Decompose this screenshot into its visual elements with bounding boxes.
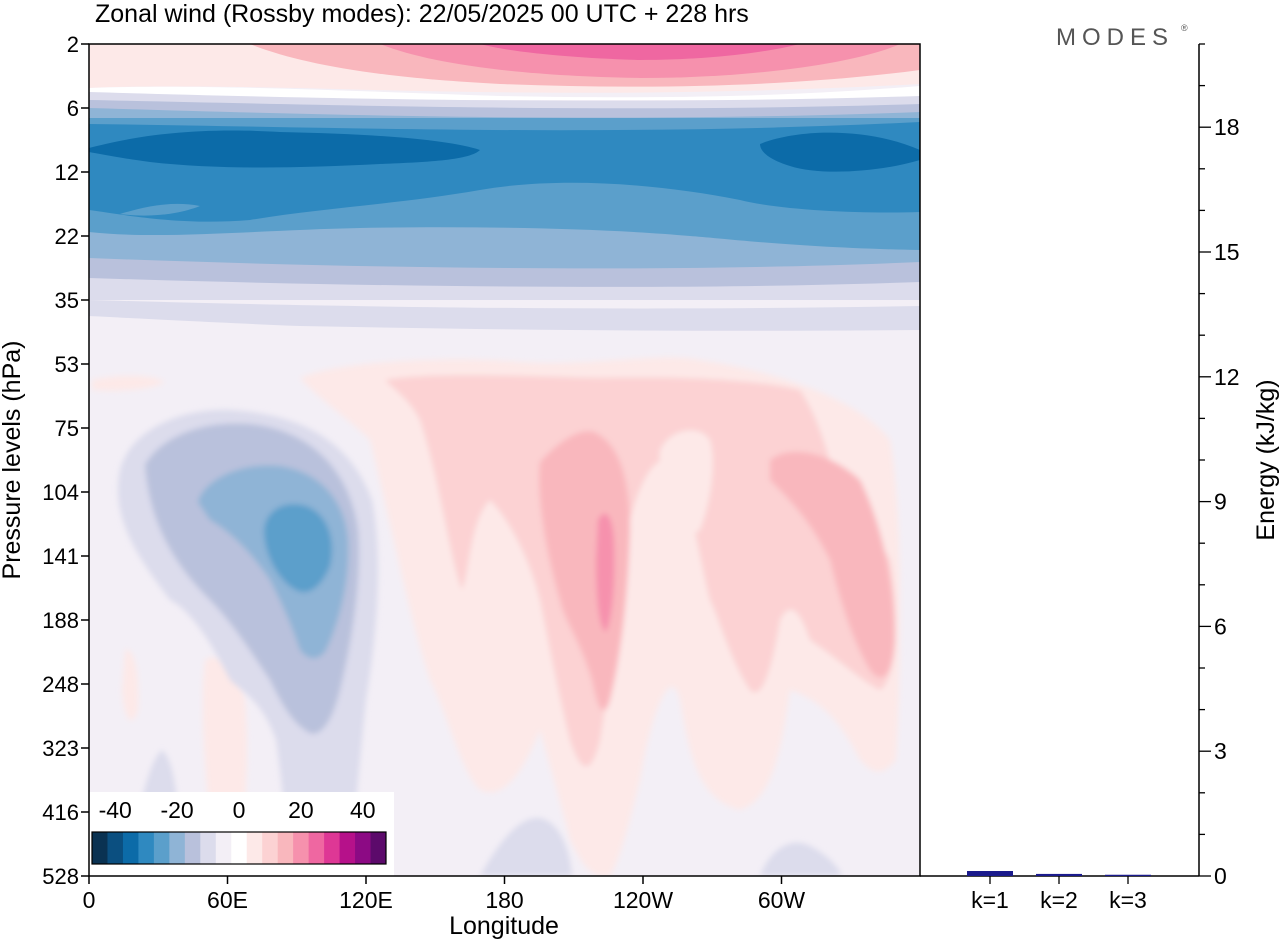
band-top-magenta	[380, 44, 900, 78]
colorbar-tick-label: -20	[160, 797, 193, 823]
energy-tick-label: 15	[1214, 239, 1240, 265]
band-top-deep	[480, 44, 800, 60]
neg-blob-60w	[760, 842, 842, 876]
bar-category-label: k=1	[971, 887, 1009, 913]
band-darkest-right	[760, 132, 920, 172]
y-tick-label: 141	[42, 544, 79, 569]
y-tick-label: 6	[67, 96, 79, 121]
colorbar-tick-label: 0	[233, 797, 246, 823]
troposphere-negative	[118, 409, 842, 876]
y-tick-label: 104	[42, 480, 79, 505]
x-tick-label: 0	[83, 887, 96, 913]
energy-tick-label: 12	[1214, 364, 1240, 390]
y-tick-label: 22	[55, 224, 79, 249]
y-tick-label: 12	[55, 160, 79, 185]
colorbar-swatch	[293, 832, 310, 864]
energy-bar	[1036, 873, 1082, 876]
energy-bar	[967, 871, 1013, 876]
energy-axis-label: Energy (kJ/kg)	[1252, 379, 1280, 540]
energy-bar	[1105, 874, 1151, 876]
colorbar-swatch	[355, 832, 372, 864]
y-axis: 2 6 12 22 35 53 75 104 141 188 248 323 416 528	[42, 32, 89, 889]
colorbar-swatch	[153, 832, 170, 864]
energy-tick-label: 0	[1214, 863, 1227, 889]
energy-tick-label: 9	[1214, 489, 1227, 515]
x-tick-label: 60E	[207, 887, 248, 913]
colorbar-swatch	[184, 832, 201, 864]
band-mid-tongue	[120, 203, 200, 216]
y-tick-label: 35	[55, 288, 79, 313]
x-tick-label: 60W	[758, 887, 806, 913]
y-tick-label: 2	[67, 32, 79, 57]
pos-cell-150w	[539, 431, 630, 711]
y-tick-label: 528	[42, 864, 79, 889]
y-axis-label: Pressure levels (hPa)	[0, 341, 26, 580]
colorbar-swatch	[324, 832, 341, 864]
pos-core-150w	[596, 513, 615, 632]
pos-col-30e	[122, 649, 139, 721]
y-tick-label: 416	[42, 800, 79, 825]
energy-tick-label: 6	[1214, 613, 1227, 639]
colorbar-swatch	[122, 832, 139, 864]
colorbar-swatch	[246, 832, 263, 864]
colorbar-swatch	[138, 832, 155, 864]
band-white	[89, 86, 920, 100]
y-tick-label: 248	[42, 672, 79, 697]
chart-title: Zonal wind (Rossby modes): 22/05/2025 00…	[95, 0, 749, 28]
y-tick-label: 53	[55, 352, 79, 377]
colorbar-tick-label: 20	[288, 797, 314, 823]
logo-mark: ®	[1181, 23, 1188, 33]
colorbar-swatch	[339, 832, 356, 864]
neg-core	[264, 504, 332, 593]
colorbar-swatch	[169, 832, 186, 864]
colorbar-swatch	[107, 832, 124, 864]
y-tick-label: 188	[42, 608, 79, 633]
energy-axis: 0 3 6 9 12 15 18	[1199, 43, 1240, 889]
colorbar-swatch	[262, 832, 279, 864]
colorbar-swatch	[92, 832, 108, 864]
energy-bars: k=1 k=2 k=3	[967, 871, 1151, 913]
colorbar-swatch	[215, 832, 232, 864]
energy-tick-label: 18	[1214, 114, 1240, 140]
colorbar-swatch	[200, 832, 217, 864]
stratosphere-bands	[89, 44, 920, 331]
x-tick-label: 120E	[339, 887, 393, 913]
band-darkest-left	[89, 130, 480, 168]
bar-category-label: k=3	[1109, 887, 1147, 913]
energy-tick-label: 3	[1214, 738, 1227, 764]
colorbar-swatch	[308, 832, 325, 864]
colorbar-swatch	[231, 832, 248, 864]
band-light-low	[89, 300, 920, 331]
y-tick-label: 75	[55, 416, 79, 441]
colorbar: -40 -20 0 20 40	[91, 797, 387, 865]
x-axis-label: Longitude	[449, 912, 559, 940]
troposphere-positive	[92, 357, 901, 876]
x-tick-label: 120W	[613, 887, 673, 913]
neg-blob-180	[480, 817, 572, 876]
y-tick-label: 323	[42, 736, 79, 761]
pos-mid-main	[385, 375, 896, 767]
colorbar-swatch	[370, 832, 387, 864]
heatmap	[89, 44, 920, 876]
x-axis: 0 60E 120E 180 120W 60W	[83, 876, 806, 913]
x-tick-label: 180	[485, 887, 523, 913]
colorbar-frame	[91, 831, 387, 865]
colorbar-swatch	[277, 832, 294, 864]
pos-strip-west	[92, 375, 165, 391]
colorbar-tick-label: -40	[99, 797, 132, 823]
colorbar-tick-label: 40	[350, 797, 376, 823]
pos-cell-30w	[770, 451, 895, 678]
bar-category-label: k=2	[1040, 887, 1078, 913]
pos-white-gap	[659, 430, 713, 533]
logo-text: MODES	[1056, 24, 1174, 51]
